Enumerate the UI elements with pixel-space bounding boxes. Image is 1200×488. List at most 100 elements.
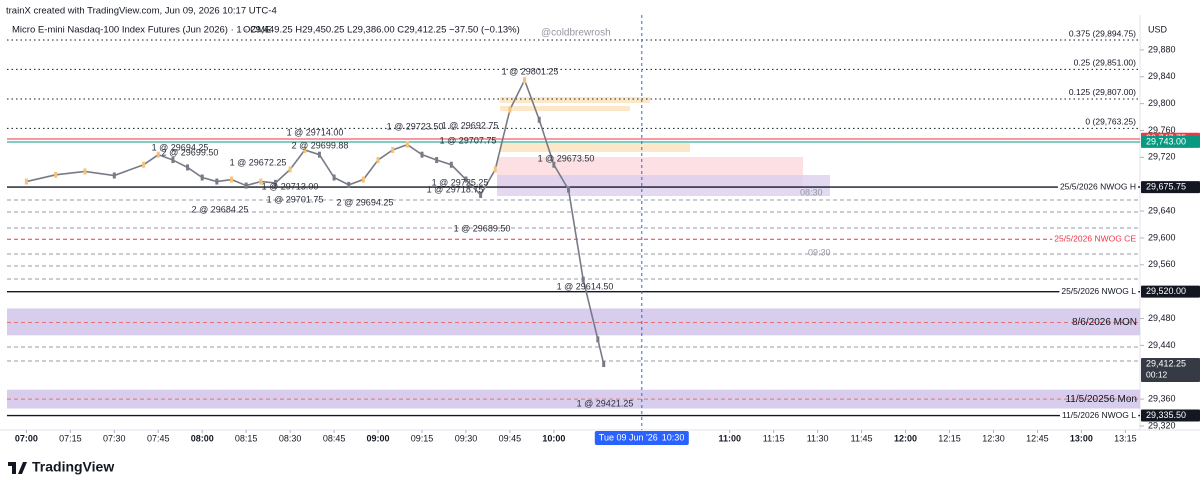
level-label: 11/5/2026 NWOG L [1062, 410, 1136, 420]
candle [581, 276, 585, 283]
x-tick-label: 12:30 [982, 433, 1005, 443]
candle [567, 186, 571, 193]
y-tick-label: 29,440 [1148, 340, 1176, 350]
symbol: Micro E-mini Nasdaq-100 Index Futures (J… [12, 25, 271, 36]
level-label: 0.25 (29,851.00) [1074, 58, 1137, 68]
candle [361, 176, 365, 183]
level-label: 0.125 (29,807.00) [1069, 87, 1136, 97]
zone [7, 308, 1140, 336]
trade-annotation: 1 @ 29672.25 [230, 157, 287, 167]
x-tick-label: 07:00 [15, 433, 38, 443]
trade-annotation: 2 @ 29699.88 [292, 140, 349, 150]
candle [112, 172, 116, 179]
price-box-label: 29,520.00 [1146, 286, 1186, 296]
candle [479, 191, 483, 198]
y-tick-label: 29,560 [1148, 259, 1176, 269]
drawing-box [497, 175, 830, 196]
y-tick-label: 29,360 [1148, 393, 1176, 403]
trade-annotation: 1 @ 29725.25 [432, 177, 489, 187]
trade-annotation: 1 @ 29701.75 [267, 194, 324, 204]
x-tick-label: 11:00 [718, 433, 741, 443]
level-label: 0 (29,763.25) [1085, 117, 1136, 127]
x-tick-label: 10:00 [542, 433, 565, 443]
x-tick-label: 08:45 [323, 433, 346, 443]
candle [405, 141, 409, 148]
candle [493, 166, 497, 173]
crosshair-box [594, 431, 689, 445]
logo-text: TradingView [32, 459, 114, 475]
y-tick-label: 29,320 [1148, 420, 1176, 430]
level-label: 25/5/2026 NWOG L [1061, 286, 1136, 296]
candle [537, 116, 541, 123]
candle [288, 166, 292, 173]
y-tick-label: 29,600 [1148, 232, 1176, 242]
price-box [1141, 358, 1200, 383]
price-box [1141, 409, 1200, 422]
x-tick-label: 11:15 [763, 433, 785, 443]
x-tick-label: 12:15 [938, 433, 961, 443]
x-tick-label: 08:30 [279, 433, 302, 443]
label-bg [1059, 409, 1139, 420]
candle [602, 361, 606, 368]
x-tick-label: 13:00 [1070, 433, 1093, 443]
zone [7, 389, 1140, 409]
countdown: 00:12 [1146, 369, 1168, 379]
candle [508, 106, 512, 113]
drawing-box [500, 143, 690, 152]
trade-annotation: 1 @ 29723.50 [387, 121, 444, 131]
candle [200, 174, 204, 181]
candle [244, 182, 248, 189]
x-tick-label: 12:00 [894, 433, 917, 443]
x-tick-label: 09:45 [499, 433, 522, 443]
y-tick-label: 29,720 [1148, 152, 1176, 162]
credit: trainX created with TradingView.com, Jun… [6, 6, 277, 17]
candle [420, 151, 424, 158]
x-tick-label: 13:15 [1114, 433, 1137, 443]
trade-annotation: 1 @ 29614.50 [557, 281, 614, 291]
candle [347, 181, 351, 188]
x-tick-label: 07:15 [59, 433, 82, 443]
trade-annotation: 1 @ 29718.75 [427, 184, 484, 194]
drawing-box [500, 97, 650, 103]
price-box-label: 29,412.25 [1146, 358, 1186, 368]
drawing-box [497, 157, 803, 172]
candle [215, 178, 219, 185]
price-box-label: 29,675.75 [1146, 181, 1186, 191]
price-box [1141, 285, 1200, 298]
drawing-box [500, 106, 630, 111]
crosshair-date: Tue 09 Jun '26 [599, 432, 658, 442]
y-tick-label: 29,800 [1148, 98, 1176, 108]
crosshair-time: 10:30 [662, 432, 685, 442]
currency: USD [1148, 24, 1168, 34]
level-label: 25/5/2026 NWOG CE [1054, 234, 1136, 244]
trade-annotation: 1 @ 29801.25 [502, 66, 559, 76]
candle [273, 179, 277, 186]
x-tick-label: 12:45 [1026, 433, 1049, 443]
x-tick-label: 09:15 [411, 433, 434, 443]
candle [186, 164, 190, 171]
ohlc: O29,449.25 H29,450.25 L29,386.00 C29,412… [243, 25, 520, 36]
trade-annotation: 1 @ 29694.25 [152, 142, 209, 152]
price-box-label: 29,743.00 [1146, 136, 1186, 146]
x-tick-label: 09:30 [455, 433, 478, 443]
y-tick-label: 29,640 [1148, 205, 1176, 215]
y-tick-label: 29,480 [1148, 313, 1176, 323]
candle [317, 151, 321, 158]
session-label: 08:30 [800, 187, 823, 197]
trade-annotation: 1 @ 29713.00 [262, 181, 319, 191]
trade-annotation: 1 @ 29714.00 [287, 127, 344, 137]
watermark: @coldbrewrosh [541, 28, 611, 39]
x-tick-label: 11:30 [807, 433, 829, 443]
candle [435, 157, 439, 164]
level-label: 0.375 (29,894.75) [1069, 28, 1136, 38]
label-bg [1059, 285, 1139, 296]
candle [552, 161, 556, 168]
price-box [1141, 135, 1200, 148]
trade-annotation: 2 @ 29699.50 [162, 147, 219, 157]
level-label: 25/5/2026 NWOG H [1060, 181, 1136, 191]
trade-annotation: 1 @ 29421.25 [577, 398, 634, 408]
candle [171, 157, 175, 164]
logo-icon [8, 462, 27, 474]
